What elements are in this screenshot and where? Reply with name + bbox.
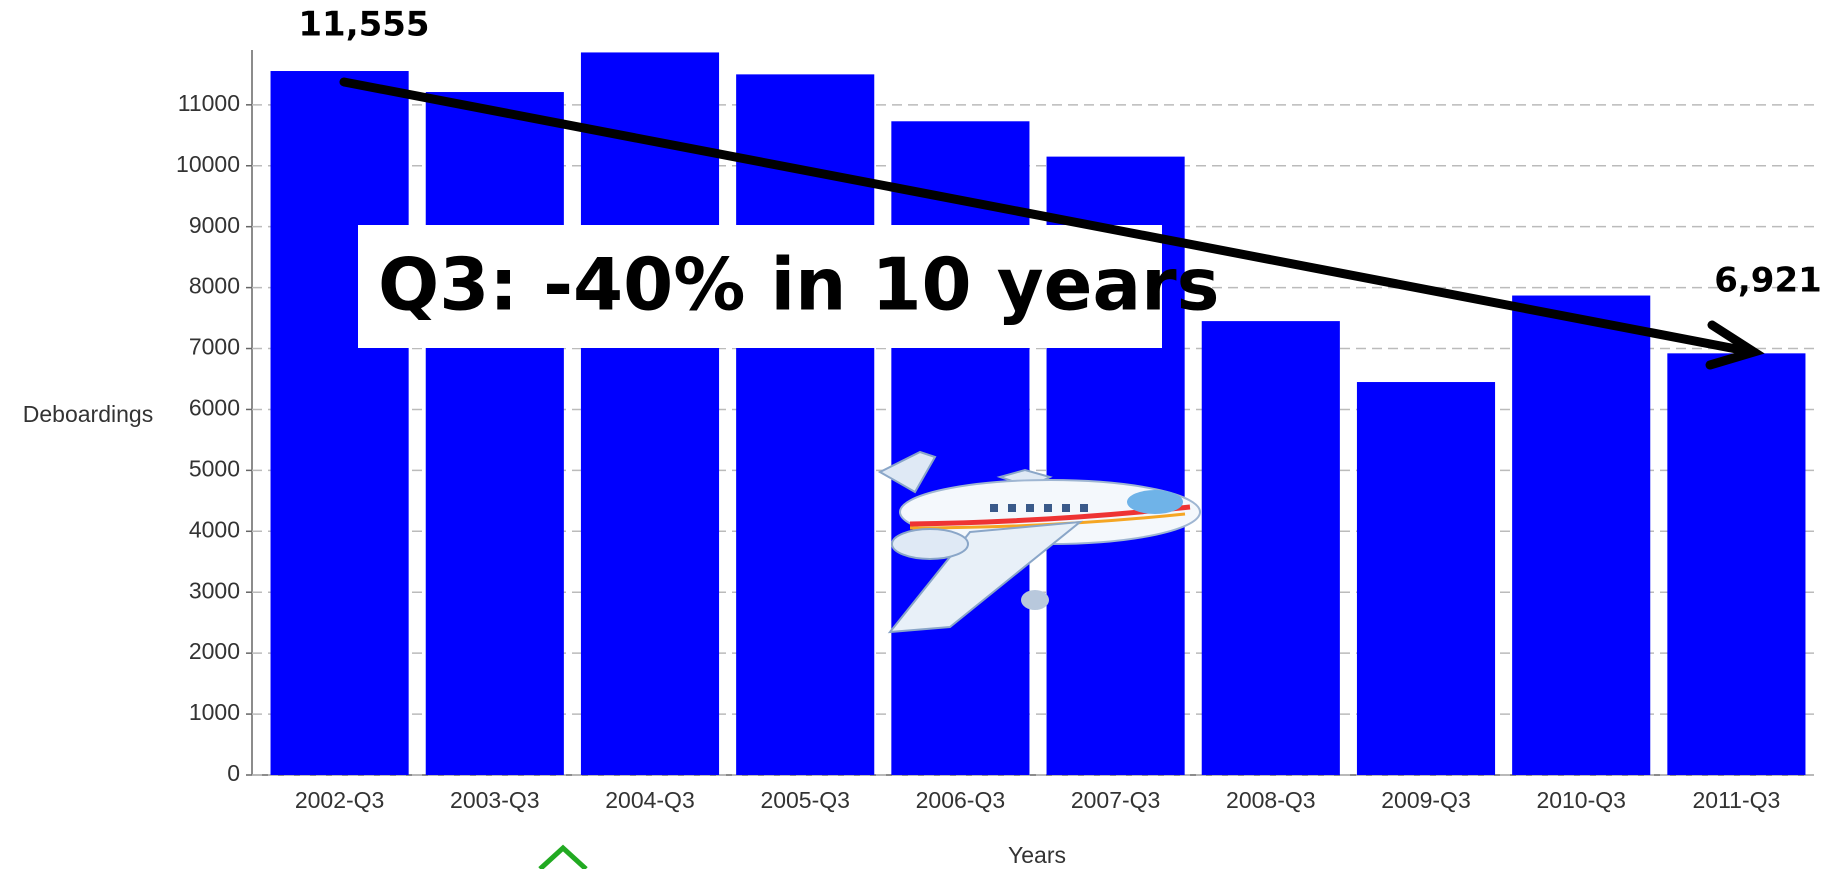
end-value-annotation: 6,921	[1714, 261, 1822, 301]
x-tick-label: 2008-Q3	[1226, 787, 1316, 813]
x-tick-label: 2005-Q3	[760, 787, 850, 813]
x-tick-label: 2007-Q3	[1071, 787, 1161, 813]
x-axis-label: Years	[1008, 842, 1066, 868]
y-tick-label: 2000	[189, 638, 240, 664]
y-tick-label: 5000	[189, 455, 240, 481]
x-tick-label: 2009-Q3	[1381, 787, 1471, 813]
y-tick-label: 8000	[189, 273, 240, 299]
y-tick-label: 1000	[189, 699, 240, 725]
y-tick-label: 7000	[189, 334, 240, 360]
x-tick-label: 2003-Q3	[450, 787, 540, 813]
x-tick-label: 2004-Q3	[605, 787, 695, 813]
trend-arrow	[339, 77, 1765, 370]
y-tick-label: 3000	[189, 577, 240, 603]
airplane-icon	[877, 450, 1201, 634]
decoration-icon	[538, 844, 588, 869]
start-value-annotation: 11,555	[298, 5, 429, 45]
bar	[425, 92, 564, 775]
bars	[270, 52, 1806, 776]
annotation-box	[358, 225, 1162, 348]
x-tick-label: 2011-Q3	[1692, 787, 1780, 813]
annotation-headline: Q3: -40% in 10 years	[378, 243, 1219, 327]
bar	[1201, 321, 1340, 775]
y-tick-label: 9000	[189, 212, 240, 238]
bar	[736, 74, 875, 775]
bar	[1667, 353, 1806, 775]
x-tick-label: 2010-Q3	[1536, 787, 1626, 813]
x-tick-label: 2006-Q3	[916, 787, 1006, 813]
y-tick-label: 4000	[189, 516, 240, 542]
bar	[1356, 382, 1496, 775]
bar	[580, 52, 720, 776]
y-tick-label: 0	[227, 760, 240, 786]
bar	[270, 71, 409, 775]
x-tick-label: 2002-Q3	[295, 787, 385, 813]
y-tick-label: 11000	[178, 90, 240, 116]
bar	[891, 121, 1030, 776]
y-tick-label: 10000	[176, 151, 240, 177]
bar	[1512, 295, 1651, 775]
y-axis-label: Deboardings	[23, 401, 153, 427]
y-tick-label: 6000	[189, 395, 240, 421]
